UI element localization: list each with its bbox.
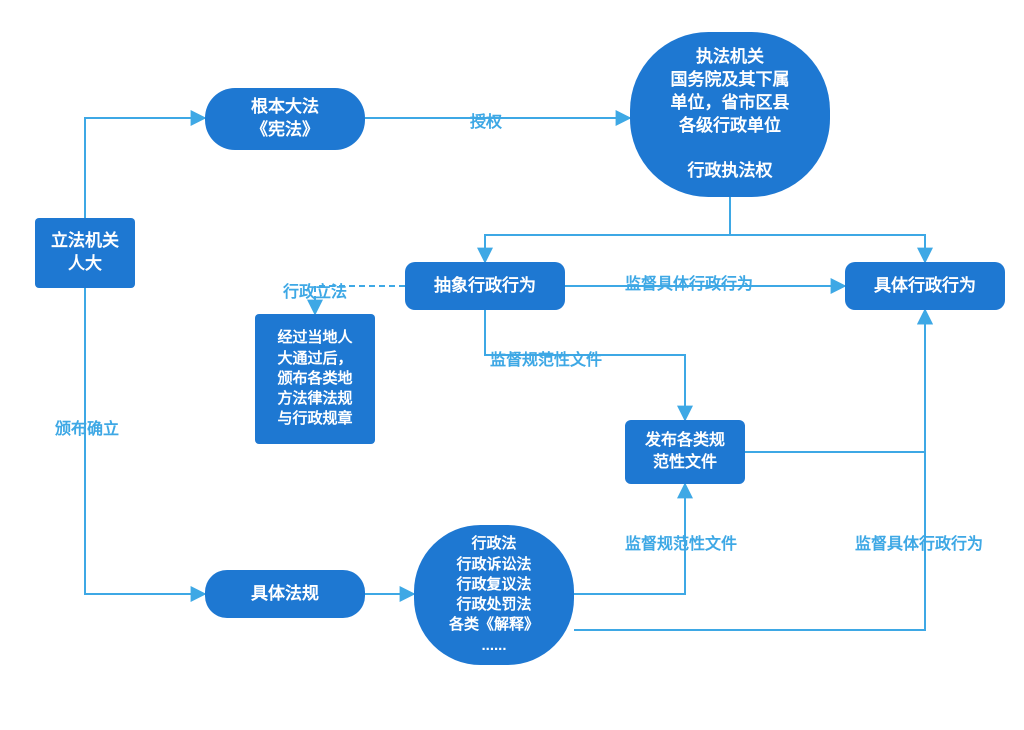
edge-label-e6: 监督规范性文件 [490, 346, 602, 370]
edge-label-e2: 授权 [470, 108, 502, 132]
edge-label-e11: 监督具体行政行为 [855, 530, 983, 554]
edge-label-e4: 监督具体行政行为 [625, 270, 753, 294]
node-jingguo: 经过当地人 大通过后， 颁布各类地 方法律法规 与行政规章 [255, 314, 375, 444]
node-zhifa: 执法机关 国务院及其下属 单位，省市区县 各级行政单位 行政执法权 [630, 32, 830, 197]
edge-e3b [730, 235, 925, 262]
node-fabu: 发布各类规 范性文件 [625, 420, 745, 484]
edge-e1 [85, 118, 205, 218]
edge-label-e5: 行政立法 [283, 278, 347, 302]
node-lifa: 立法机关 人大 [35, 218, 135, 288]
edge-label-e10: 监督规范性文件 [625, 530, 737, 554]
edge-e8 [85, 288, 205, 594]
node-juti: 具体行政行为 [845, 262, 1005, 310]
edge-e7 [745, 310, 925, 452]
edge-e3a [485, 235, 730, 262]
node-chouxiang: 抽象行政行为 [405, 262, 565, 310]
flowchart-stage: 授权监督具体行政行为行政立法监督规范性文件颁布确立监督规范性文件监督具体行政行为… [0, 0, 1024, 730]
node-jutifagui: 具体法规 [205, 570, 365, 618]
edge-label-e8: 颁布确立 [55, 415, 119, 439]
node-genben: 根本大法 《宪法》 [205, 88, 365, 150]
node-xzfa: 行政法 行政诉讼法 行政复议法 行政处罚法 各类《解释》 ...... [414, 525, 574, 665]
